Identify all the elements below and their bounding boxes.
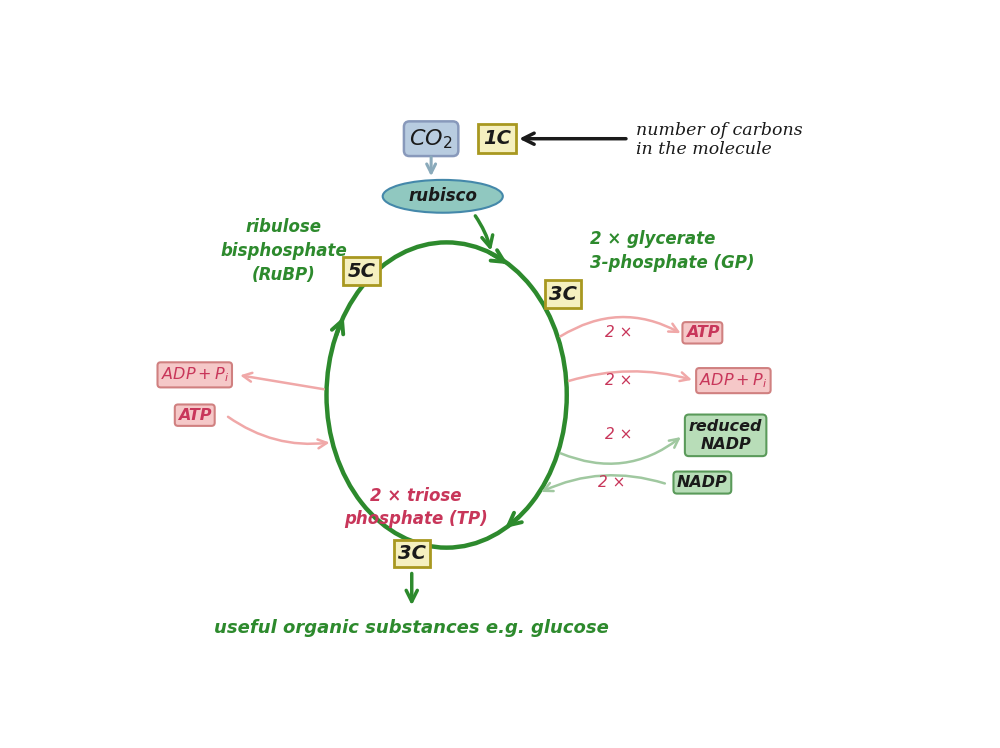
Text: $ADP + P_i$: $ADP + P_i$ (161, 366, 229, 384)
Text: $ADP + P_i$: $ADP + P_i$ (699, 371, 767, 390)
Text: 2 ×: 2 × (605, 325, 633, 340)
Text: 1C: 1C (483, 129, 511, 148)
Text: 2 ×: 2 × (605, 373, 633, 388)
Text: NADP: NADP (677, 475, 728, 490)
Text: ribulose
bisphosphate
(RuBP): ribulose bisphosphate (RuBP) (220, 218, 347, 283)
Text: ATP: ATP (686, 325, 719, 340)
Text: ATP: ATP (178, 408, 212, 423)
Ellipse shape (383, 180, 503, 212)
Text: number of carbons: number of carbons (637, 122, 803, 138)
Text: 5C: 5C (347, 262, 375, 280)
Text: $\mathit{CO_2}$: $\mathit{CO_2}$ (409, 127, 453, 150)
Text: 3C: 3C (398, 544, 426, 563)
Text: 2 ×: 2 × (598, 475, 625, 490)
Text: in the molecule: in the molecule (637, 141, 772, 158)
Text: 2 × glycerate
3-phosphate (GP): 2 × glycerate 3-phosphate (GP) (590, 230, 755, 272)
Text: rubisco: rubisco (408, 187, 477, 205)
Text: 3C: 3C (549, 285, 577, 304)
Text: 2 × triose
phosphate (TP): 2 × triose phosphate (TP) (344, 486, 488, 528)
Text: 2 ×: 2 × (605, 426, 633, 441)
Text: useful organic substances e.g. glucose: useful organic substances e.g. glucose (214, 619, 609, 637)
Text: reduced
NADP: reduced NADP (689, 419, 762, 452)
